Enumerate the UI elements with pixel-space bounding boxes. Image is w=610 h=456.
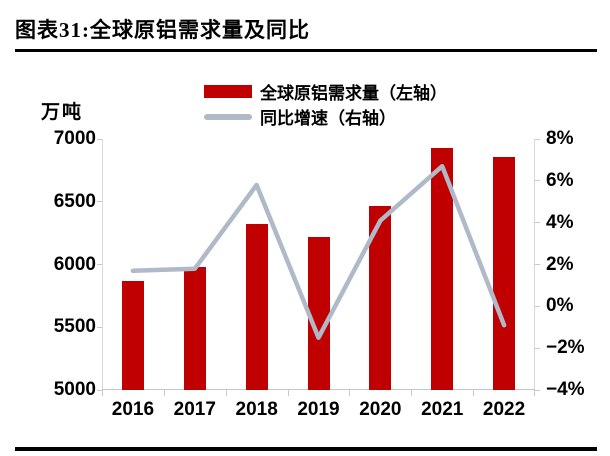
x-axis-boundary-tick	[163, 390, 165, 396]
x-axis-boundary-tick	[349, 390, 351, 396]
yoy-line	[130, 163, 507, 340]
demand-bar-2017	[183, 267, 206, 390]
left-axis-label-7000: 7000	[53, 128, 96, 149]
right-axis-tick-6%	[535, 180, 540, 181]
right-axis-tick-−2%	[535, 348, 540, 349]
x-axis-label-2017: 2017	[173, 399, 216, 420]
right-axis-label-−2%: −2%	[546, 337, 585, 359]
legend-line-swatch	[204, 113, 252, 120]
right-axis-label-6%: 6%	[546, 169, 574, 191]
demand-bar-2021	[431, 147, 454, 390]
demand-bar-2016	[121, 280, 144, 390]
x-axis-label-2020: 2020	[359, 399, 402, 420]
yoy-line-layer	[130, 163, 507, 340]
x-axis-label-2021: 2021	[421, 399, 464, 420]
left-axis-tick-6500	[97, 201, 102, 202]
right-axis-label-2%: 2%	[546, 253, 574, 275]
left-axis-label-5000: 5000	[53, 379, 96, 400]
right-axis-label-8%: 8%	[546, 128, 574, 149]
demand-bar-2020	[369, 205, 392, 390]
right-axis-label-−4%: −4%	[546, 379, 585, 400]
left-axis-label-5500: 5500	[53, 316, 96, 338]
x-axis-label-2016: 2016	[111, 399, 155, 420]
demand-bar-2019	[307, 236, 330, 390]
right-axis-label-4%: 4%	[546, 211, 574, 233]
bottom-rule	[15, 447, 597, 451]
right-axis-tick-2%	[535, 264, 540, 265]
left-axis-unit-label: 万吨	[41, 102, 84, 123]
right-axis-tick-8%	[535, 139, 540, 140]
x-axis-label-2018: 2018	[235, 399, 278, 420]
right-axis-tick-0%	[535, 306, 540, 307]
x-axis-boundary-tick	[287, 390, 289, 396]
legend-label-demand: 全球原铝需求量（左轴）	[260, 84, 447, 103]
x-axis-label-2019: 2019	[297, 399, 340, 420]
figure-title: 图表31:全球原铝需求量及同比	[15, 18, 310, 42]
right-axis-line	[534, 139, 535, 390]
x-axis-boundary-tick	[102, 390, 103, 396]
chart-legend: 全球原铝需求量（左轴） 同比增速（右轴）	[204, 79, 447, 129]
x-axis-boundary-tick	[473, 390, 475, 396]
x-axis-boundary-tick	[225, 390, 227, 396]
right-axis-tick-−4%	[535, 390, 540, 391]
right-axis-label-0%: 0%	[546, 295, 574, 317]
plot-area: 7000 6500 6000 5500 5000 8% 6% 4% 2% 0% −2% −4% 2016…	[54, 128, 585, 420]
demand-bar-2022	[493, 156, 516, 390]
left-axis-tick-5500	[97, 327, 102, 328]
x-axis-boundary-tick	[411, 390, 413, 396]
left-axis-label-6500: 6500	[53, 190, 96, 212]
right-axis-tick-4%	[535, 222, 540, 223]
legend-item-demand: 全球原铝需求量（左轴）	[204, 79, 447, 104]
left-axis-line	[102, 139, 103, 390]
left-axis-tick-6000	[97, 264, 102, 265]
left-axis-label-6000: 6000	[53, 253, 96, 275]
x-axis-boundary-tick	[534, 390, 535, 396]
left-axis-tick-7000	[97, 139, 102, 140]
legend-label-yoy: 同比增速（右轴）	[260, 109, 396, 128]
title-rule	[15, 49, 597, 52]
x-axis-label-2022: 2022	[482, 399, 526, 420]
demand-bar-2018	[245, 224, 268, 390]
legend-item-yoy: 同比增速（右轴）	[204, 104, 447, 129]
legend-bar-swatch	[204, 85, 252, 98]
left-axis-tick-5000	[97, 390, 102, 391]
